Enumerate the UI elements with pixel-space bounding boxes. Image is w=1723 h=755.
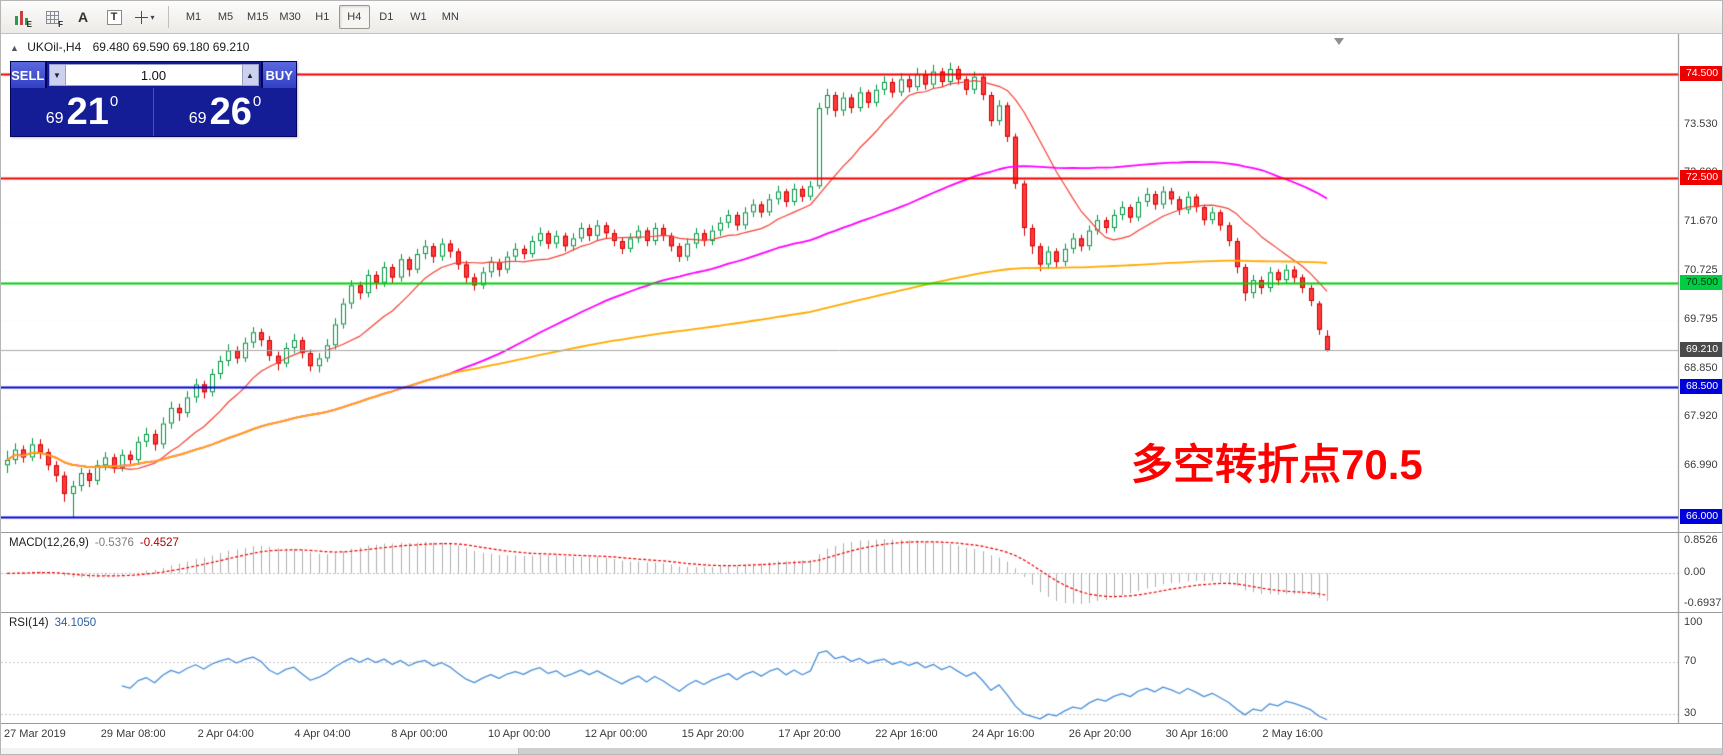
price-grid-label: 66.990 bbox=[1684, 458, 1718, 471]
timeframe-button-mn[interactable]: MN bbox=[441, 11, 459, 23]
macd-label: MACD(12,26,9) -0.5376 -0.4527 bbox=[9, 537, 179, 549]
collapse-panel-arrow-icon[interactable]: ▲ bbox=[10, 43, 19, 53]
price-grid-label: 71.670 bbox=[1684, 214, 1718, 227]
macd-panel bbox=[1, 532, 1722, 612]
symbol-period-label: UKOil-,H4 bbox=[27, 40, 82, 54]
time-axis-label: 2 Apr 04:00 bbox=[197, 728, 254, 740]
time-axis-label: 30 Apr 16:00 bbox=[1165, 728, 1228, 740]
timeframe-button-h4[interactable]: H4 bbox=[338, 5, 370, 29]
time-axis-label: 29 Mar 08:00 bbox=[100, 728, 166, 740]
grid-icon[interactable]: F bbox=[38, 4, 66, 30]
volume-decrease-button[interactable]: ▼ bbox=[48, 64, 66, 86]
font-tool-icon[interactable]: A bbox=[77, 9, 89, 25]
chart-title: ▲ UKOil-,H4 69.480 69.590 69.180 69.210 bbox=[10, 40, 249, 54]
macd-canvas[interactable] bbox=[1, 533, 1722, 612]
timeframe-toolbar: M1 M5 M15 M30 H1 H4 D1 W1 MN bbox=[178, 5, 467, 29]
macd-axis-label: 0.00 bbox=[1684, 566, 1706, 579]
chart-type-icon[interactable]: E bbox=[7, 4, 35, 30]
time-axis-label: 12 Apr 00:00 bbox=[584, 728, 648, 740]
rsi-axis-label: 70 bbox=[1684, 655, 1697, 667]
timeframe-button-d1[interactable]: D1 bbox=[379, 11, 394, 23]
sell-button[interactable]: SELL bbox=[11, 62, 45, 88]
time-axis-label: 27 Mar 2019 bbox=[4, 728, 66, 740]
time-axis-label: 2 May 16:00 bbox=[1262, 728, 1323, 740]
price-level-badge: 68.500 bbox=[1680, 379, 1722, 395]
price-grid-label: 73.530 bbox=[1684, 117, 1718, 130]
rsi-canvas[interactable] bbox=[1, 613, 1722, 723]
timeframe-button-m5[interactable]: M5 bbox=[217, 11, 234, 23]
rsi-axis-label: 100 bbox=[1684, 616, 1703, 628]
price-grid-label: 67.920 bbox=[1684, 410, 1718, 423]
time-axis-label: 17 Apr 20:00 bbox=[778, 728, 841, 740]
expert-badge: E bbox=[26, 20, 32, 29]
volume-control: ▼ ▲ bbox=[44, 62, 263, 88]
rsi-panel bbox=[1, 612, 1722, 723]
price-level-badge: 70.500 bbox=[1680, 274, 1722, 290]
timeframe-button-m1[interactable]: M1 bbox=[185, 11, 202, 23]
candlestick-glyph bbox=[14, 10, 28, 25]
chevron-down-icon: ▾ bbox=[150, 12, 155, 22]
rsi-axis-label: 30 bbox=[1684, 707, 1697, 719]
price-grid-label: 70.725 bbox=[1684, 264, 1718, 276]
buy-button[interactable]: BUY bbox=[262, 62, 296, 88]
volume-increase-button[interactable]: ▲ bbox=[241, 64, 259, 86]
time-axis-label: 8 Apr 00:00 bbox=[391, 728, 448, 740]
time-axis-label: 4 Apr 04:00 bbox=[294, 728, 351, 740]
time-axis-label: 15 Apr 20:00 bbox=[681, 728, 744, 740]
toolbar-separator bbox=[168, 6, 169, 28]
current-price-badge: 69.210 bbox=[1680, 342, 1722, 357]
price-grid-label: 69.795 bbox=[1684, 312, 1718, 325]
sell-price-display[interactable]: 69 21 0 bbox=[11, 88, 154, 136]
price-level-badge: 74.500 bbox=[1680, 66, 1722, 82]
text-label-tool-icon[interactable]: T bbox=[100, 4, 128, 30]
buy-price-display[interactable]: 69 26 0 bbox=[188, 91, 262, 133]
timeframe-button-m15[interactable]: M15 bbox=[247, 11, 269, 23]
ohlc-values: 69.480 69.590 69.180 69.210 bbox=[92, 40, 250, 54]
time-axis-label: 22 Apr 16:00 bbox=[875, 728, 938, 740]
horizontal-scrollbar bbox=[1, 748, 1722, 754]
rsi-label: RSI(14) 34.1050 bbox=[9, 617, 97, 629]
timeframe-button-w1[interactable]: W1 bbox=[410, 11, 427, 23]
scrollbar-thumb[interactable] bbox=[518, 748, 1722, 754]
crosshair-tool-icon[interactable]: ▾ bbox=[131, 4, 159, 30]
macd-axis-label: -0.6937 bbox=[1684, 597, 1722, 609]
macd-axis-label: 0.8526 bbox=[1684, 534, 1718, 546]
volume-input[interactable] bbox=[65, 64, 242, 86]
time-axis-label: 24 Apr 16:00 bbox=[972, 728, 1035, 740]
timeframe-button-h1[interactable]: H1 bbox=[315, 11, 330, 23]
chart-shift-marker-icon[interactable] bbox=[1334, 38, 1344, 45]
price-level-badge: 66.000 bbox=[1680, 509, 1722, 525]
time-axis-label: 10 Apr 00:00 bbox=[488, 728, 551, 740]
toolbar: E F A T ▾ M1 M5 M15 M30 H1 H4 D1 W1 MN bbox=[1, 1, 1722, 34]
time-axis-label: 26 Apr 20:00 bbox=[1068, 728, 1132, 740]
price-grid-label: 68.850 bbox=[1684, 361, 1718, 374]
chart-annotation: 多空转折点70.5 bbox=[1131, 441, 1423, 488]
timeframe-button-m30[interactable]: M30 bbox=[279, 11, 301, 23]
time-axis bbox=[1, 723, 1722, 748]
price-level-badge: 72.500 bbox=[1680, 170, 1722, 186]
